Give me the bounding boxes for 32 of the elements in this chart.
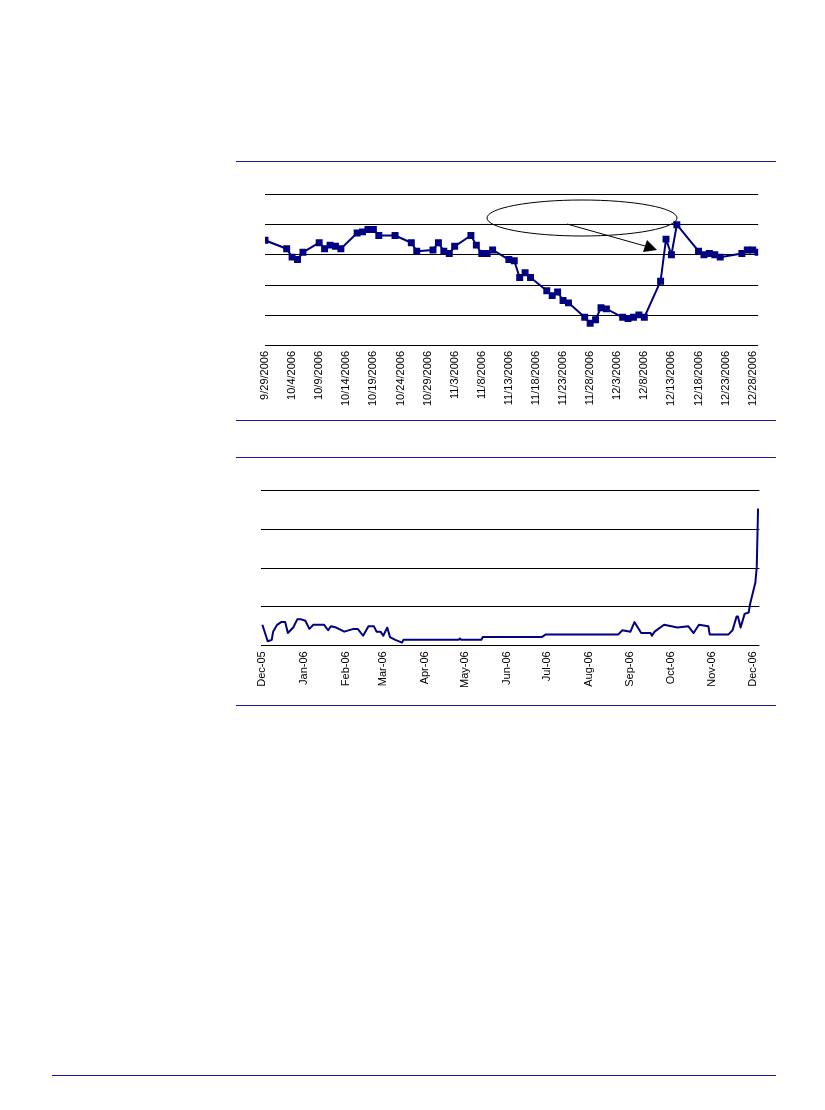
x-tick-label: Jan-06 <box>297 651 310 685</box>
x-tick-label: 11/23/2006 <box>556 350 569 406</box>
x-tick-label: 11/13/2006 <box>501 350 514 406</box>
x-tick-label: Jun-06 <box>499 651 512 685</box>
x-tick-label: May-06 <box>458 651 471 689</box>
x-tick-label: 10/9/2006 <box>312 350 325 400</box>
x-tick-label: Feb-06 <box>338 651 351 687</box>
x-tick-label: Dec-05 <box>255 651 268 687</box>
x-tick-label: Dec-06 <box>745 651 758 687</box>
x-tick-label: 10/4/2006 <box>285 350 298 400</box>
x-tick-label: Apr-06 <box>417 651 430 685</box>
x-tick-label: Aug-06 <box>581 651 594 687</box>
x-tick-label: 11/28/2006 <box>583 350 596 406</box>
x-tick-label: 11/3/2006 <box>447 350 460 400</box>
x-tick-label: Sep-06 <box>623 651 636 687</box>
x-tick-label: 10/29/2006 <box>420 350 433 407</box>
x-tick-label: 12/13/2006 <box>664 350 677 407</box>
x-tick-label: 11/8/2006 <box>474 350 487 400</box>
x-tick-label: 12/8/2006 <box>637 350 650 400</box>
x-tick-label: 12/28/2006 <box>745 350 758 407</box>
x-tick-label: Oct-06 <box>663 651 676 685</box>
x-tick-label: 9/29/2006 <box>258 350 271 400</box>
x-tick-label: 12/23/2006 <box>718 350 731 407</box>
x-tick-label: Nov-06 <box>705 651 718 687</box>
x-tick-label: Jul-06 <box>540 651 553 682</box>
x-tick-label: 10/14/2006 <box>339 350 352 407</box>
x-tick-label: 12/3/2006 <box>610 350 623 400</box>
x-tick-label: 11/18/2006 <box>528 350 541 406</box>
x-tick-label: 10/19/2006 <box>366 350 379 407</box>
x-tick-label: Mar-06 <box>376 651 389 687</box>
x-tick-label: 12/18/2006 <box>691 350 704 407</box>
x-tick-label: 10/24/2006 <box>393 350 406 407</box>
